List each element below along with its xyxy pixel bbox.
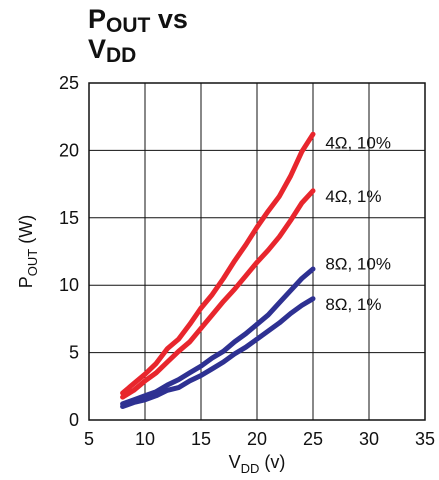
y-axis-label: POUT (W) [16, 215, 40, 288]
x-tick-labels: 5 10 15 20 25 30 35 [84, 429, 435, 449]
x-tick-label: 5 [84, 429, 94, 449]
series-line-1 [120, 131, 316, 396]
y-tick-label: 15 [59, 208, 79, 228]
y-tick-label: 20 [59, 140, 79, 160]
series-label-4: 8Ω, 1% [325, 295, 381, 314]
y-tick-label: 5 [69, 343, 79, 363]
x-tick-label: 30 [359, 429, 379, 449]
chart-title-line-2: VDD [88, 34, 137, 67]
y-tick-label: 25 [59, 73, 79, 93]
y-tick-label: 0 [69, 410, 79, 430]
y-tick-label: 10 [59, 275, 79, 295]
series-lines [120, 131, 316, 409]
series-line-4 [120, 296, 316, 409]
series-line-2 [120, 188, 316, 400]
series-label-2: 4Ω, 1% [325, 187, 381, 206]
series-labels: 4Ω, 10% 4Ω, 1% 8Ω, 10% 8Ω, 1% [325, 133, 391, 314]
x-tick-label: 25 [303, 429, 323, 449]
chart-title-line-1: POUT vs [88, 4, 188, 37]
series-label-1: 4Ω, 10% [325, 133, 391, 152]
x-axis-label: VDD (v) [229, 452, 286, 476]
series-label-3: 8Ω, 10% [325, 255, 391, 274]
plot-frame [88, 82, 426, 421]
y-tick-labels: 0 5 10 15 20 25 [59, 73, 79, 430]
x-tick-label: 35 [415, 429, 435, 449]
x-tick-label: 20 [247, 429, 267, 449]
x-tick-label: 15 [191, 429, 211, 449]
x-tick-label: 10 [135, 429, 155, 449]
chart-title: POUT vs VDD [88, 4, 388, 67]
series-line-3 [120, 266, 316, 407]
